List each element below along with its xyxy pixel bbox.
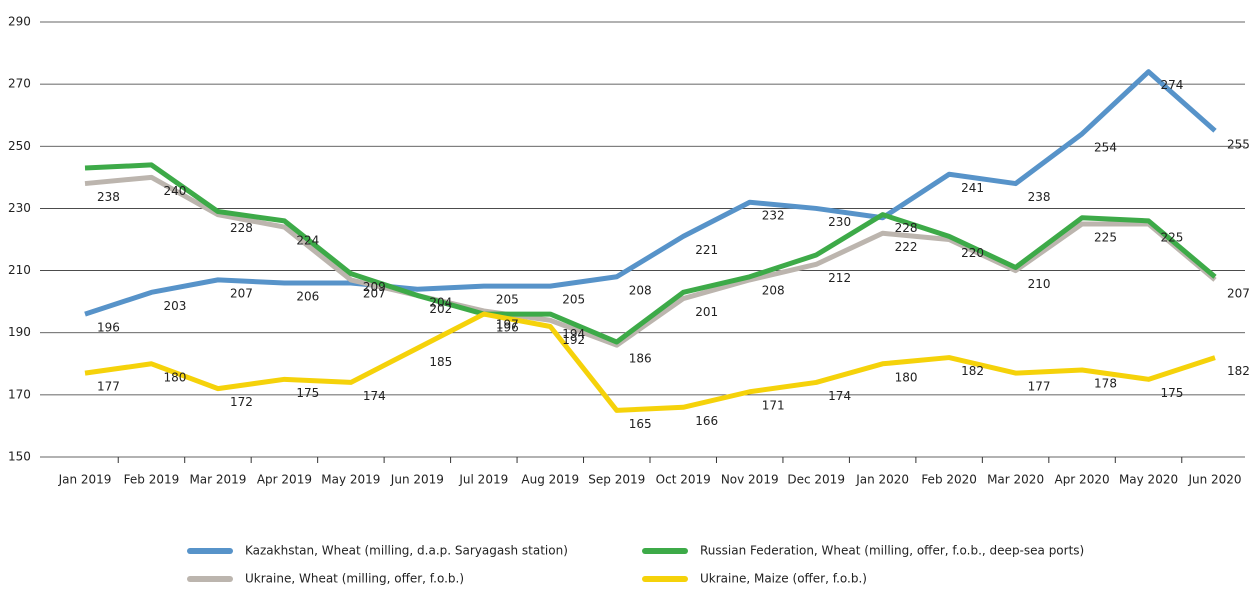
data-label: 225	[1161, 230, 1184, 244]
series-line	[84, 162, 1217, 345]
legend-label: Russian Federation, Wheat (milling, offe…	[700, 544, 1084, 558]
data-label: 241	[961, 181, 984, 195]
data-label: 224	[296, 234, 319, 248]
data-label: 166	[695, 414, 718, 428]
x-tick-label: Nov 2019	[721, 473, 779, 487]
data-label: 201	[695, 305, 718, 319]
x-tick-label: Mar 2020	[987, 473, 1044, 487]
x-tick-label: Jan 2019	[58, 473, 112, 487]
data-label: 232	[762, 209, 785, 223]
data-label: 225	[1094, 230, 1117, 244]
data-label: 221	[695, 243, 718, 257]
y-tick-label: 290	[8, 15, 31, 29]
data-label: 228	[230, 221, 253, 235]
x-tick-label: May 2020	[1119, 473, 1178, 487]
data-label: 204	[429, 296, 452, 310]
data-label: 177	[1028, 380, 1051, 394]
data-label: 194	[562, 327, 585, 341]
x-tick-label: Jun 2019	[390, 473, 444, 487]
data-label: 182	[961, 364, 984, 378]
data-label: 175	[1161, 386, 1184, 400]
legend-label: Kazakhstan, Wheat (milling, d.a.p. Sarya…	[245, 544, 568, 558]
data-label: 274	[1161, 78, 1184, 92]
x-tick-label: Feb 2019	[124, 473, 180, 487]
data-label: 209	[363, 280, 386, 294]
data-label: 255	[1227, 137, 1250, 151]
data-label: 208	[762, 283, 785, 297]
y-tick-label: 150	[8, 450, 31, 464]
data-label: 230	[828, 215, 851, 229]
y-tick-label: 170	[8, 387, 31, 401]
x-tick-label: Sep 2019	[588, 473, 645, 487]
data-label: 196	[496, 321, 519, 335]
data-label: 197	[496, 317, 519, 331]
data-label: 180	[163, 370, 186, 384]
data-label: 208	[629, 283, 652, 297]
data-label: 177	[97, 380, 120, 394]
x-tick-label: Feb 2020	[921, 473, 977, 487]
data-label: 238	[1028, 190, 1051, 204]
data-label: 205	[496, 293, 519, 307]
x-tick-label: Apr 2020	[1054, 473, 1109, 487]
x-tick-label: Aug 2019	[521, 473, 579, 487]
series-line	[84, 69, 1217, 317]
data-label: 182	[1227, 364, 1250, 378]
y-tick-label: 270	[8, 77, 31, 91]
data-label: 210	[1028, 277, 1051, 291]
x-tick-label: Oct 2019	[656, 473, 711, 487]
x-tick-label: Mar 2019	[189, 473, 246, 487]
data-label: 196	[97, 321, 120, 335]
data-label: 207	[363, 286, 386, 300]
series-line	[84, 174, 1217, 348]
data-label: 238	[97, 190, 120, 204]
data-label: 205	[562, 293, 585, 307]
x-tick-label: Jan 2020	[855, 473, 909, 487]
legend-label: Ukraine, Maize (offer, f.o.b.)	[700, 572, 867, 586]
data-label: 171	[762, 398, 785, 412]
series-line	[84, 311, 1216, 413]
data-label: 202	[429, 302, 452, 316]
data-label: 228	[895, 221, 918, 235]
data-label: 174	[363, 389, 386, 403]
data-label: 165	[629, 417, 652, 431]
data-label: 220	[961, 246, 984, 260]
y-tick-label: 230	[8, 201, 31, 215]
data-label: 175	[296, 386, 319, 400]
x-tick-label: Jul 2019	[458, 473, 508, 487]
data-label: 207	[230, 286, 253, 300]
legend-label: Ukraine, Wheat (milling, offer, f.o.b.)	[245, 572, 464, 586]
data-label: 178	[1094, 377, 1117, 391]
data-label: 240	[163, 184, 186, 198]
x-tick-label: Dec 2019	[787, 473, 845, 487]
data-label: 192	[562, 333, 585, 347]
data-label: 172	[230, 395, 253, 409]
x-tick-label: Jun 2020	[1187, 473, 1241, 487]
x-tick-label: Apr 2019	[257, 473, 312, 487]
data-label: 203	[163, 299, 186, 313]
y-tick-label: 210	[8, 263, 31, 277]
data-label: 186	[629, 352, 652, 366]
y-tick-label: 250	[8, 139, 31, 153]
x-tick-label: May 2019	[321, 473, 380, 487]
data-label: 174	[828, 389, 851, 403]
data-label: 222	[895, 240, 918, 254]
data-label: 212	[828, 271, 851, 285]
y-tick-label: 190	[8, 325, 31, 339]
data-label: 254	[1094, 140, 1117, 154]
data-label: 206	[296, 290, 319, 304]
data-label: 207	[1227, 286, 1250, 300]
data-label: 185	[429, 355, 452, 369]
data-label: 180	[895, 370, 918, 384]
